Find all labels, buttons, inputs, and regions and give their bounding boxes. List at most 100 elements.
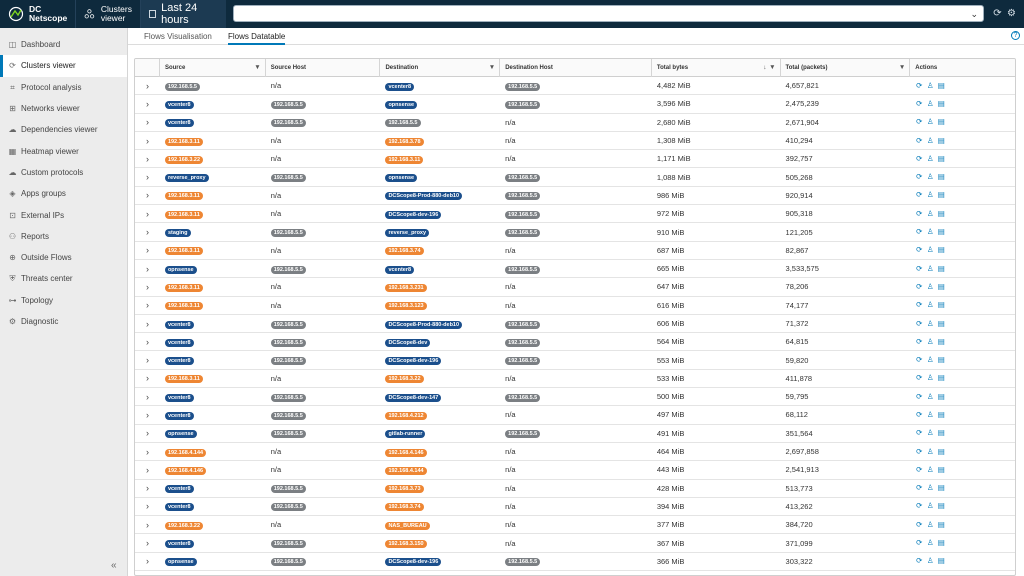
destination-cell-badge[interactable]: 192.168.4.146 [385,448,427,457]
expand-row-chevron-icon[interactable]: › [145,464,149,475]
details-action-icon[interactable]: ▤ [937,447,945,456]
source-cell-badge[interactable]: opnsense [164,430,197,439]
destination-host-cell-badge[interactable]: 192.168.5.5 [505,265,541,274]
sidebar-item-diagnostic[interactable]: ⚙ Diagnostic [0,311,127,332]
cluster-action-icon[interactable]: ⟳ [916,356,923,365]
user-action-icon[interactable]: ♙ [926,337,934,346]
destination-cell-badge[interactable]: reverse_proxy [385,229,430,238]
sidebar-item-networks-viewer[interactable]: ⊞ Networks viewer [0,98,127,119]
destination-host-cell-badge[interactable]: 192.168.5.5 [505,82,541,91]
user-action-icon[interactable]: ♙ [926,520,934,529]
cluster-action-icon[interactable]: ⟳ [916,337,923,346]
source-cell-badge[interactable]: vcenter8 [164,485,194,494]
sidebar-item-threats-center[interactable]: ⛨ Threats center [0,268,127,289]
expand-row-chevron-icon[interactable]: › [145,98,149,109]
table-row[interactable]: › vcenter8 192.168.5.5 DCScope8-dev 192.168.… [135,333,1015,352]
source-cell-badge[interactable]: vcenter8 [164,503,194,512]
source-cell-badge[interactable]: opnsense [164,265,197,274]
user-action-icon[interactable]: ♙ [926,410,934,419]
source-cell-badge[interactable]: 192.168.3.11 [164,137,203,146]
cluster-action-icon[interactable]: ⟳ [916,81,923,90]
source-cell-badge[interactable]: staging [164,229,191,238]
details-action-icon[interactable]: ▤ [937,337,945,346]
expand-row-chevron-icon[interactable]: › [145,172,149,183]
table-row[interactable]: › 192.168.5.5 n/a vcenter8 192.168.5.5 4,482 … [135,77,1015,96]
destination-cell-badge[interactable]: DCScope8-dev-196 [385,357,442,366]
cluster-action-icon[interactable]: ⟳ [916,191,923,200]
expand-row-chevron-icon[interactable]: › [145,538,149,549]
source-cell-badge[interactable]: vcenter8 [164,119,194,128]
cluster-action-icon[interactable]: ⟳ [916,392,923,401]
details-action-icon[interactable]: ▤ [937,557,945,566]
destination-cell-badge[interactable]: 192.168.5.5 [385,119,421,128]
destination-cell-badge[interactable]: DCScope8-dev [385,338,431,347]
table-row[interactable]: › 192.168.3.11 n/a 192.168.3.22 n/a 533 MiB 41… [135,370,1015,389]
user-action-icon[interactable]: ♙ [926,154,934,163]
collapse-sidebar-icon[interactable]: « [111,560,117,571]
details-action-icon[interactable]: ▤ [937,118,945,127]
source-cell-badge[interactable]: vcenter8 [164,338,194,347]
destination-host-cell-badge[interactable]: 192.168.5.5 [505,320,541,329]
expand-row-chevron-icon[interactable]: › [145,391,149,402]
user-action-icon[interactable]: ♙ [926,539,934,548]
sidebar-item-topology[interactable]: ⊶ Topology [0,290,127,311]
expand-row-chevron-icon[interactable]: › [145,117,149,128]
details-action-icon[interactable]: ▤ [937,502,945,511]
table-row[interactable]: › 192.168.3.22 n/a 192.168.3.11 n/a 1,171 MiB… [135,150,1015,169]
source-host-cell-badge[interactable]: 192.168.5.5 [270,411,306,420]
details-action-icon[interactable]: ▤ [937,246,945,255]
cluster-action-icon[interactable]: ⟳ [916,99,923,108]
destination-host-cell-badge[interactable]: 192.168.5.5 [505,100,541,109]
source-cell-badge[interactable]: 192.168.4.146 [164,466,207,475]
table-row[interactable]: › vcenter8 192.168.5.5 192.168.4.212 n/a 497 … [135,406,1015,425]
expand-row-chevron-icon[interactable]: › [145,227,149,238]
table-row[interactable]: › reverse_proxy 192.168.5.5 opnsense 192.168… [135,168,1015,187]
sidebar-item-clusters-viewer[interactable]: ⟳ Clusters viewer [0,55,127,77]
user-action-icon[interactable]: ♙ [926,264,934,273]
expand-row-chevron-icon[interactable]: › [145,336,149,347]
user-action-icon[interactable]: ♙ [926,246,934,255]
expand-row-chevron-icon[interactable]: › [145,245,149,256]
destination-cell-badge[interactable]: NAS_BUREAU [385,521,430,530]
cluster-action-icon[interactable]: ⟳ [916,374,923,383]
cluster-action-icon[interactable]: ⟳ [916,246,923,255]
brand[interactable]: DC Netscope [0,0,75,28]
global-search-select[interactable]: ⌄ [233,5,984,22]
cluster-action-icon[interactable]: ⟳ [916,118,923,127]
destination-cell-badge[interactable]: 192.168.3.78 [385,137,424,146]
source-cell-badge[interactable]: 192.168.3.11 [164,247,203,256]
source-host-cell-badge[interactable]: 192.168.5.5 [270,174,306,183]
expand-row-chevron-icon[interactable]: › [145,446,149,457]
source-cell-badge[interactable]: 192.168.5.5 [164,82,200,91]
sidebar-item-custom-protocols[interactable]: ☁ Custom protocols [0,162,127,183]
sidebar-item-outside-flows[interactable]: ⊕ Outside Flows [0,247,127,268]
details-action-icon[interactable]: ▤ [937,356,945,365]
destination-cell-badge[interactable]: DCScope8-dev-196 [385,210,442,219]
destination-host-cell-badge[interactable]: 192.168.5.5 [505,174,541,183]
cluster-action-icon[interactable]: ⟳ [916,429,923,438]
expand-row-chevron-icon[interactable]: › [145,208,149,219]
source-cell-badge[interactable]: vcenter8 [164,540,194,549]
user-action-icon[interactable]: ♙ [926,209,934,218]
source-host-cell-badge[interactable]: 192.168.5.5 [270,100,306,109]
source-host-cell-badge[interactable]: 192.168.5.5 [270,265,306,274]
user-action-icon[interactable]: ♙ [926,136,934,145]
user-action-icon[interactable]: ♙ [926,319,934,328]
cluster-action-icon[interactable]: ⟳ [916,539,923,548]
col-total-bytes-header[interactable]: Total bytes ↓ ▼ [652,59,781,77]
filter-icon[interactable]: ▼ [488,64,496,71]
destination-cell-badge[interactable]: opnsense [385,174,418,183]
source-cell-badge[interactable]: vcenter8 [164,100,194,109]
source-host-cell-badge[interactable]: 192.168.5.5 [270,119,306,128]
expand-row-chevron-icon[interactable]: › [145,428,149,439]
details-action-icon[interactable]: ▤ [937,136,945,145]
destination-host-cell-badge[interactable]: 192.168.5.5 [505,229,541,238]
destination-host-cell-badge[interactable]: 192.168.5.5 [505,558,541,567]
destination-host-cell-badge[interactable]: 192.168.5.5 [505,192,541,201]
source-host-cell-badge[interactable]: 192.168.5.5 [270,485,306,494]
cluster-action-icon[interactable]: ⟳ [916,319,923,328]
details-action-icon[interactable]: ▤ [937,154,945,163]
user-action-icon[interactable]: ♙ [926,484,934,493]
source-cell-badge[interactable]: 192.168.4.144 [164,448,207,457]
destination-cell-badge[interactable]: DCScope8-dev-196 [385,558,442,567]
